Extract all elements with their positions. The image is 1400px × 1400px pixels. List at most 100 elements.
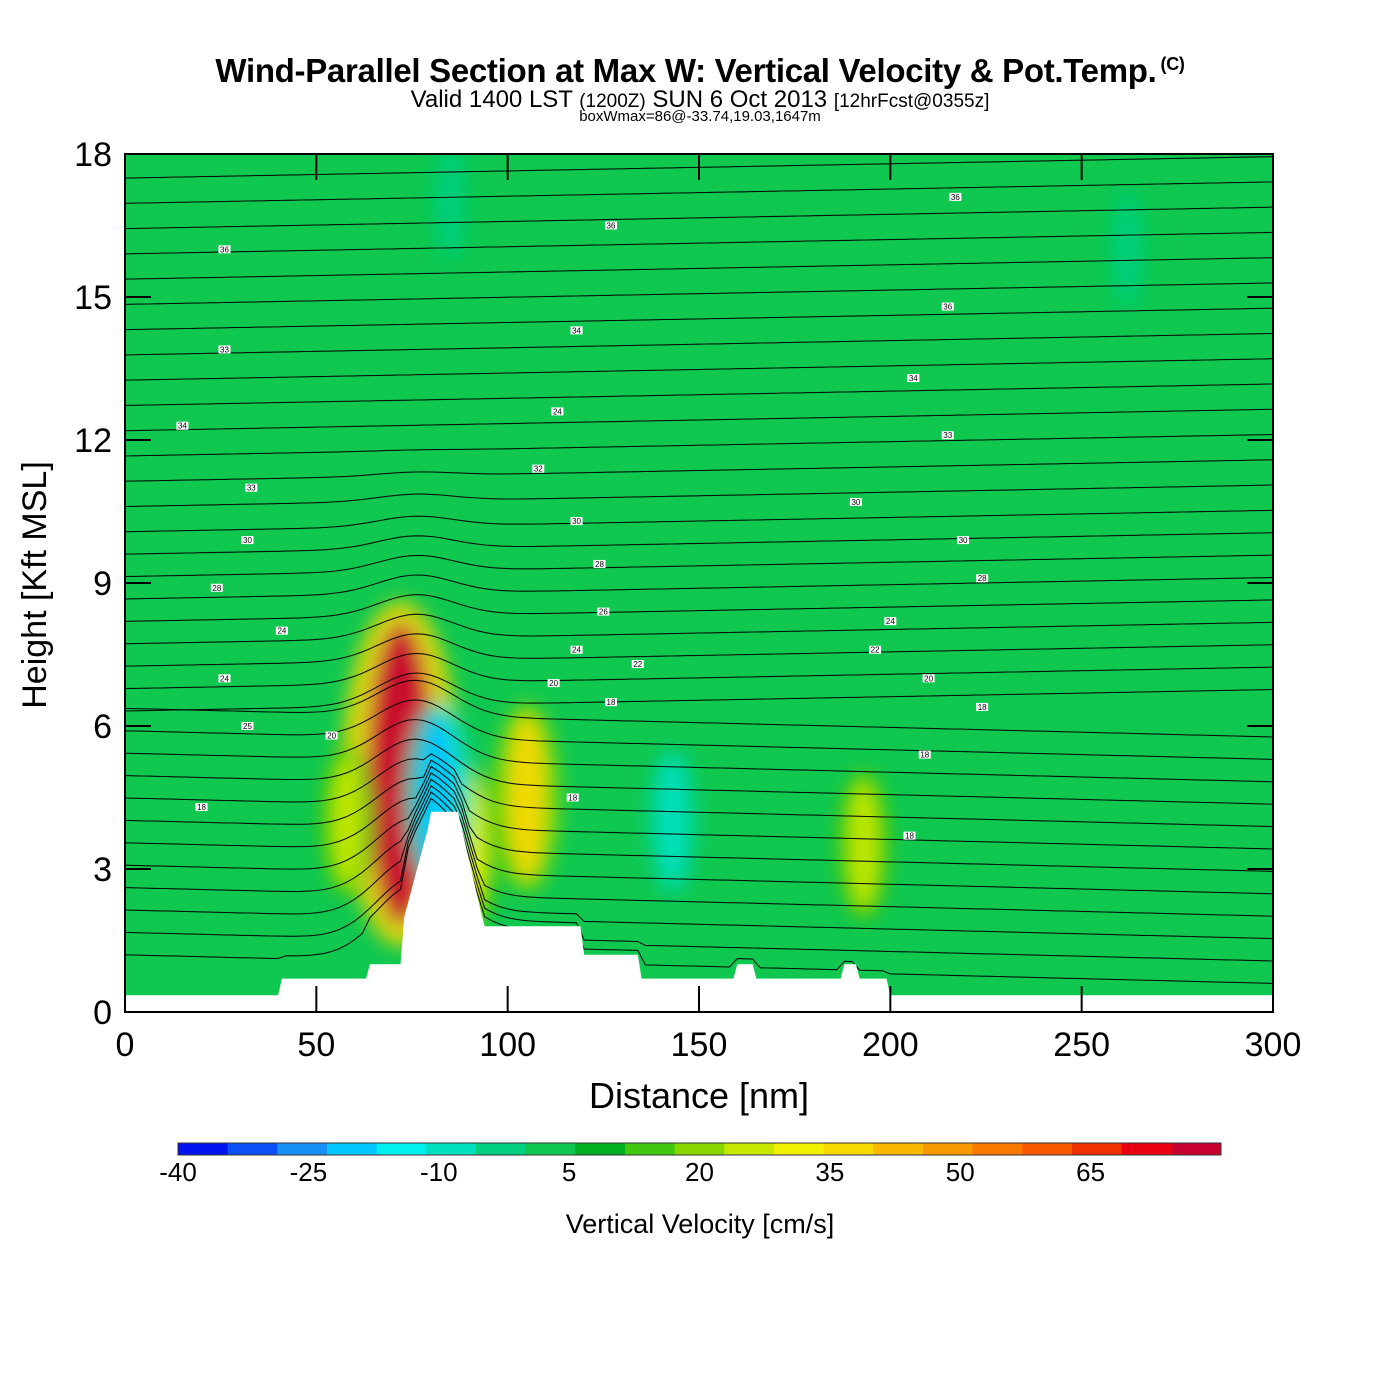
contour-label-text: 30 xyxy=(851,498,860,507)
valid-forecast: [12hrFcst@0355z] xyxy=(833,91,990,112)
contour-label: 34 xyxy=(907,374,920,383)
contour-label-bg xyxy=(532,464,545,473)
isentrope-line xyxy=(125,131,1273,152)
contour-label-bg xyxy=(241,536,254,545)
y-tick-label: 12 xyxy=(74,422,112,460)
y-tick-label: 9 xyxy=(93,565,112,603)
colorbar-swatch xyxy=(625,1143,676,1155)
contour-label: 36 xyxy=(218,245,231,254)
contour-label-bg xyxy=(957,536,970,545)
contour-label-text: 22 xyxy=(871,646,880,655)
y-tick-label: 3 xyxy=(93,851,112,889)
contour-label: 36 xyxy=(604,221,617,231)
contour-label-text: 18 xyxy=(905,832,914,841)
velocity-core xyxy=(331,755,363,887)
plot-area: 3633343330282424252018363424323028262422… xyxy=(74,131,1301,1064)
isentrope-line xyxy=(125,652,1273,690)
contour-label-text: 30 xyxy=(572,517,581,526)
isentrope-line xyxy=(125,282,1273,305)
contour-label: 30 xyxy=(849,497,862,507)
contour-label: 36 xyxy=(949,192,962,202)
isentrope-line xyxy=(125,484,1273,508)
contour-label-text: 18 xyxy=(197,803,206,812)
x-tick-label: 150 xyxy=(671,1026,728,1064)
contour-label-text: 36 xyxy=(951,193,960,202)
colorbar-swatch xyxy=(1072,1143,1123,1155)
copyright-mark: (C) xyxy=(1160,54,1185,74)
contour-label-text: 24 xyxy=(220,674,229,683)
contour-label-bg xyxy=(245,483,258,492)
valid-time: Valid 1400 LST (1200Z) SUN 6 Oct 2013 [1… xyxy=(0,86,1400,114)
box-wmax: boxWmax=86@-33.74,19.03,1647m xyxy=(579,108,821,125)
colorbar-swatch xyxy=(923,1143,974,1155)
contour-label: 26 xyxy=(597,607,610,617)
contour-label: 30 xyxy=(241,536,254,545)
contour-label-bg xyxy=(922,674,935,683)
contour-label-text: 33 xyxy=(943,431,952,440)
velocity-core xyxy=(656,755,688,887)
x-tick-label: 0 xyxy=(116,1026,135,1064)
contour-label-bg xyxy=(949,192,962,201)
contour-label-text: 18 xyxy=(607,698,616,707)
contour-label-bg xyxy=(907,374,920,383)
contour-label: 18 xyxy=(918,750,931,760)
contour-label: 18 xyxy=(566,793,579,803)
contour-label-text: 36 xyxy=(943,303,952,312)
contour-label-text: 30 xyxy=(243,536,252,545)
y-tick-label: 0 xyxy=(93,994,112,1032)
contour-label: 28 xyxy=(976,574,989,583)
contour-label-bg xyxy=(218,245,231,254)
isentrope-line xyxy=(125,699,1273,760)
contour-label-bg xyxy=(604,698,617,707)
contour-label: 18 xyxy=(976,702,989,712)
contour-label-bg xyxy=(976,702,989,711)
contour-label-text: 24 xyxy=(886,617,895,626)
velocity-core xyxy=(436,154,464,259)
isentrope-line xyxy=(125,791,1273,962)
velocity-core xyxy=(848,779,879,911)
contour-label-bg xyxy=(849,497,862,506)
contour-label-text: 24 xyxy=(277,627,286,636)
contour-label: 24 xyxy=(884,617,897,626)
contour-label-bg xyxy=(903,831,916,840)
isentrope-line xyxy=(125,718,1273,783)
contour-label-bg xyxy=(604,221,617,230)
x-tick-label: 50 xyxy=(297,1026,335,1064)
x-axis-label: Distance [nm] xyxy=(589,1075,809,1116)
y-tick-label: 15 xyxy=(74,279,112,317)
isentrope-line xyxy=(125,633,1273,667)
colorbar-tick-label: -10 xyxy=(420,1157,458,1187)
contour-label: 30 xyxy=(957,536,970,545)
colorbar-swatch xyxy=(823,1143,874,1155)
contour-label-bg xyxy=(218,674,231,683)
contour-label-bg xyxy=(241,722,254,730)
contour-label-bg xyxy=(593,559,606,568)
isentrope-line xyxy=(125,459,1273,482)
isentrope-line xyxy=(125,408,1273,432)
isentrope-line xyxy=(125,679,1273,738)
contour-label-bg xyxy=(218,345,231,354)
colorbar-swatch xyxy=(1171,1143,1222,1155)
contour-label: 25 xyxy=(241,722,254,731)
contour-label-bg xyxy=(570,326,583,335)
isentrope-line xyxy=(125,594,1273,622)
contour-label-text: 24 xyxy=(572,646,581,655)
contour-label-bg xyxy=(570,645,583,654)
isentrope-line xyxy=(125,753,1273,828)
contour-label-text: 28 xyxy=(212,584,221,593)
colorbar-frame xyxy=(177,1142,1222,1156)
x-tick-label: 200 xyxy=(862,1026,919,1064)
contour-label-bg xyxy=(570,517,583,526)
contour-label-bg xyxy=(325,731,338,740)
contour-label-text: 24 xyxy=(553,407,562,416)
colorbar-swatch xyxy=(1022,1143,1073,1155)
plot-background xyxy=(125,154,1273,1012)
contour-label-text: 34 xyxy=(178,422,187,431)
isentrope-line xyxy=(125,778,1273,917)
isentrope-line xyxy=(125,206,1273,230)
contour-label-text: 28 xyxy=(595,560,604,569)
colorbar-swatch xyxy=(277,1143,328,1155)
isentrope-line xyxy=(125,797,1273,984)
isentrope-line xyxy=(125,574,1273,600)
